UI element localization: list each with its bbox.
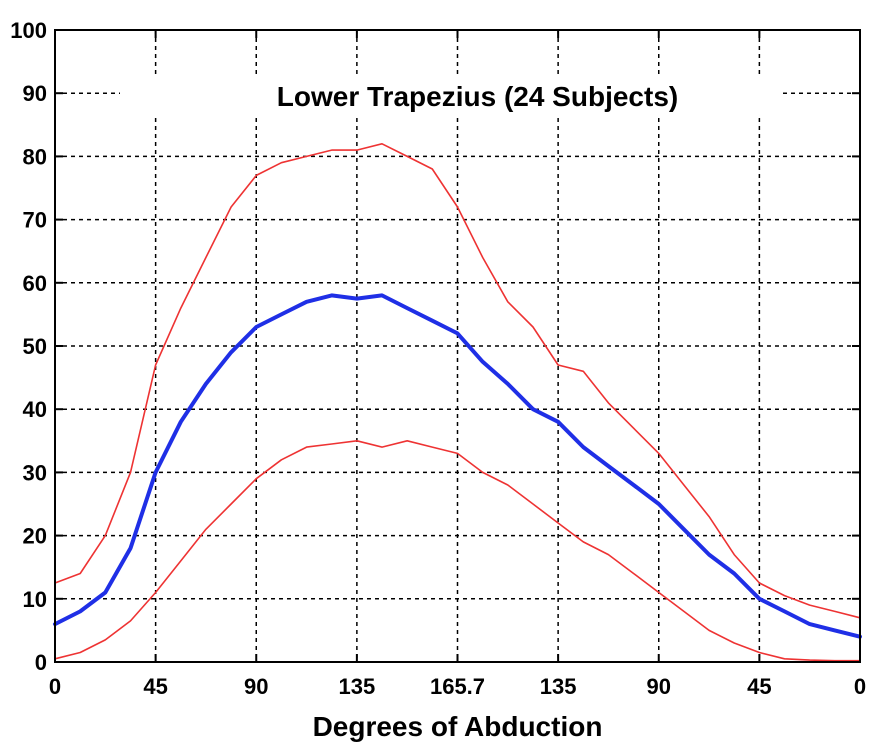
y-tick-label: 0: [35, 650, 47, 675]
y-tick-label: 40: [23, 397, 47, 422]
series-line-lower: [54, 440, 861, 662]
series-line-upper: [54, 143, 861, 619]
y-tick-label: 100: [10, 18, 47, 43]
title-background: [120, 76, 780, 116]
y-tick-label: 80: [23, 144, 47, 169]
grid-lines: [55, 30, 860, 662]
x-tick-label: 45: [143, 674, 167, 699]
y-tick-label: 70: [23, 208, 47, 233]
x-tick-label: 0: [854, 674, 866, 699]
chart-title: Lower Trapezius (24 Subjects): [277, 81, 678, 112]
x-tick-label: 90: [244, 674, 268, 699]
y-axis-ticks: 0 10 20 30 40 50 60 70 80 90 100: [10, 18, 860, 675]
x-tick-label: 45: [747, 674, 771, 699]
y-tick-label: 20: [23, 524, 47, 549]
x-tick-label: 0: [49, 674, 61, 699]
x-axis-ticks: 0 45 90 135 165.7 135 90 45 0: [49, 30, 866, 699]
x-tick-label: 135: [540, 674, 577, 699]
series-group: [53, 143, 862, 662]
y-tick-label: 30: [23, 460, 47, 485]
x-tick-label: 165.7: [430, 674, 485, 699]
x-tick-label: 135: [339, 674, 376, 699]
y-tick-label: 90: [23, 81, 47, 106]
y-tick-label: 10: [23, 587, 47, 612]
y-tick-label: 60: [23, 271, 47, 296]
series-line-mean: [53, 293, 862, 639]
y-tick-label: 50: [23, 334, 47, 359]
x-axis-label: Degrees of Abduction: [313, 711, 603, 742]
x-tick-label: 90: [647, 674, 671, 699]
